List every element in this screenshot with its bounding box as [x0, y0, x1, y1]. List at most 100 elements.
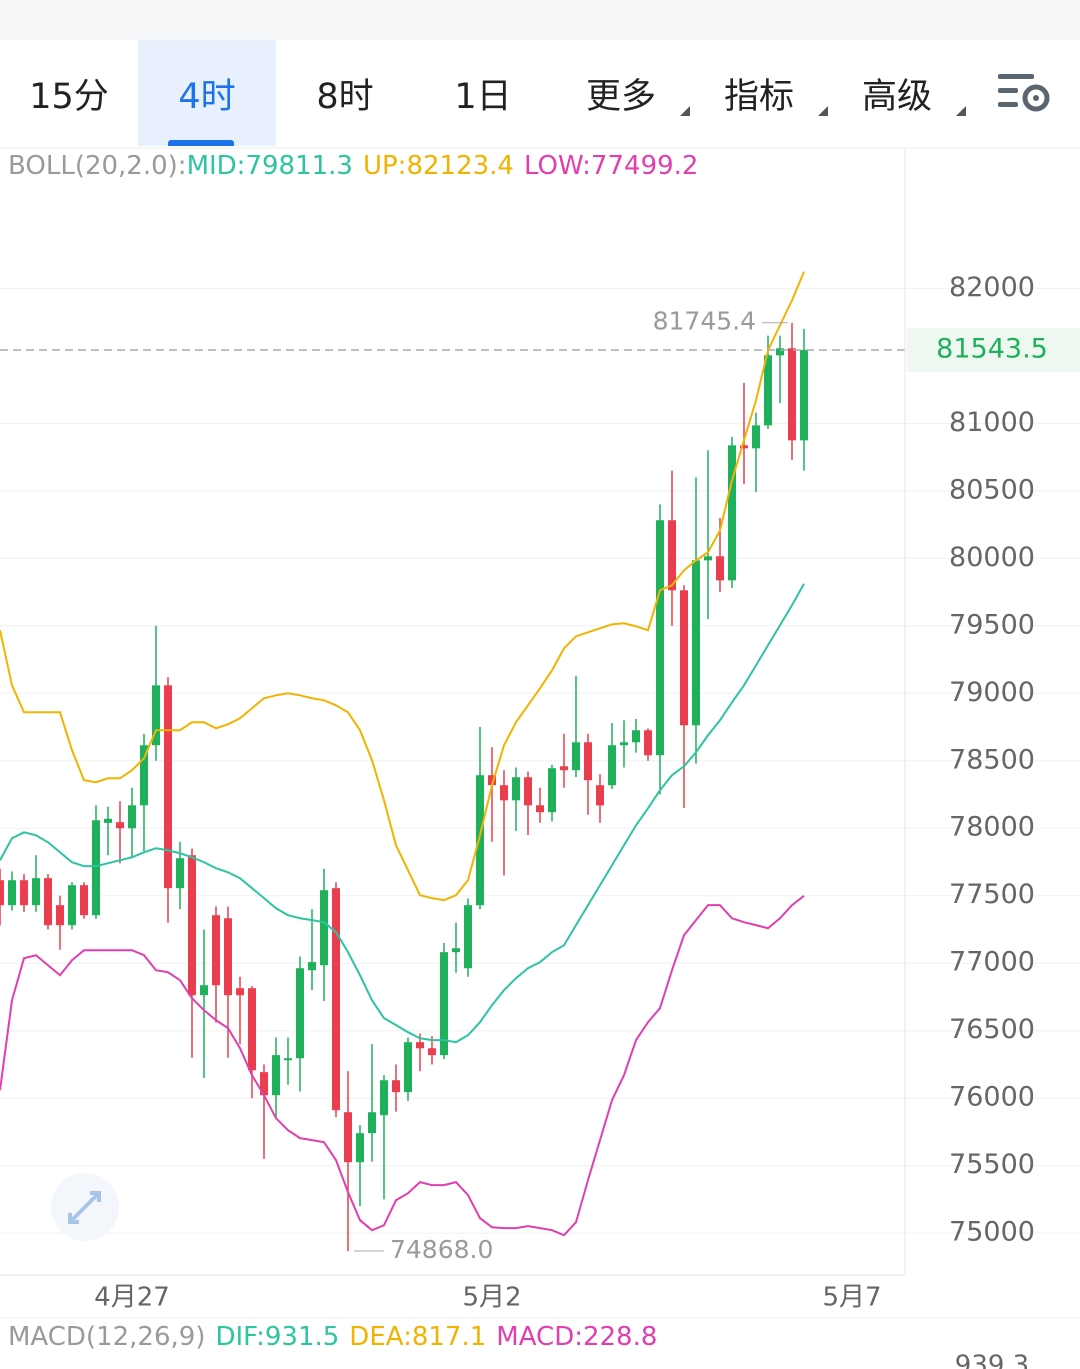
- tab-bar: 15分 4时 8时 1日 更多 指标 高级: [0, 40, 1080, 146]
- plot: 82000 81000 80500 80000 79500 79000 78500 78000…: [0, 271, 1080, 1313]
- candle-body: [8, 880, 16, 906]
- candle-body: [212, 915, 220, 986]
- candle-body: [500, 785, 508, 801]
- tab[interactable]: 指标: [690, 40, 828, 146]
- tab[interactable]: 1日: [414, 40, 552, 146]
- indicator-name: BOLL(20,2.0):: [8, 151, 187, 181]
- candle-body: [128, 805, 136, 829]
- dropdown-arrow[interactable]: [680, 106, 690, 116]
- boll-line: [0, 271, 805, 902]
- candle-body: [116, 822, 124, 829]
- y-tick-label: 80500: [949, 474, 1035, 505]
- candle-body: [224, 918, 232, 996]
- settings-glyph[interactable]: [998, 70, 1050, 114]
- candle-body: [344, 1112, 352, 1163]
- candle-body: [152, 685, 160, 746]
- candle-body: [428, 1048, 436, 1056]
- tab[interactable]: 4时: [138, 40, 276, 146]
- candle-body: [476, 775, 484, 906]
- macd-legend: MACD(12,26,9) DIF:931.5 DEA:817.1 MACD:228.…: [8, 1322, 657, 1352]
- legend-entry: UP:82123.4: [363, 151, 514, 181]
- candle-body: [584, 742, 592, 781]
- macd-tick-label: 939.3: [955, 1351, 1029, 1369]
- y-tick-label: 81000: [949, 407, 1035, 438]
- candle-body: [608, 745, 616, 786]
- y-tick-label: 77500: [949, 879, 1035, 910]
- tab[interactable]: 更多: [552, 40, 690, 146]
- candle-body: [416, 1042, 424, 1049]
- dropdown-arrow[interactable]: [956, 106, 966, 116]
- tab-label[interactable]: 更多: [585, 76, 656, 117]
- tab-label[interactable]: 15分: [29, 76, 109, 117]
- candle-body: [164, 685, 172, 889]
- candle-body: [512, 777, 520, 801]
- candle-body: [320, 890, 328, 966]
- tab[interactable]: 8时: [276, 40, 414, 146]
- candle-body: [632, 730, 640, 743]
- tab-label[interactable]: 8时: [316, 76, 374, 117]
- y-tick-label: 76000: [949, 1082, 1035, 1113]
- candle-body: [188, 855, 196, 996]
- candle-body: [356, 1133, 364, 1163]
- x-tick-label: 5月2: [462, 1283, 521, 1313]
- boll-line: [0, 583, 805, 1044]
- candle-body: [296, 968, 304, 1059]
- candle-body: [44, 878, 52, 926]
- tab[interactable]: 15分: [0, 40, 138, 146]
- candle-body: [332, 888, 340, 1111]
- candle-body: [308, 962, 316, 971]
- boll-line: [0, 895, 805, 1237]
- macd-item: DIF:931.5: [215, 1322, 339, 1352]
- extreme-label: 74868.0: [390, 1235, 493, 1264]
- candle-body: [548, 768, 556, 813]
- candle-body: [452, 948, 460, 953]
- y-tick-label: 79000: [949, 677, 1035, 708]
- candle-body: [404, 1042, 412, 1093]
- candle-body: [392, 1080, 400, 1093]
- candle-body: [140, 745, 148, 806]
- y-tick-label: 78500: [949, 744, 1035, 775]
- candle-body: [440, 952, 448, 1056]
- tab-label[interactable]: 4时: [178, 76, 236, 117]
- tab-label[interactable]: 指标: [723, 76, 794, 117]
- candle-body: [596, 785, 604, 806]
- settings-icon[interactable]: [998, 70, 1050, 118]
- x-tick-label: 4月27: [94, 1283, 170, 1313]
- candle-body: [692, 560, 700, 726]
- candle-body: [260, 1072, 268, 1096]
- extreme-label: 81745.4: [653, 307, 756, 336]
- price-label: 81543.5: [936, 333, 1048, 364]
- macd-item: DEA:817.1: [349, 1322, 486, 1352]
- y-tick-label: 79500: [949, 609, 1035, 640]
- y-tick-label: 75000: [949, 1217, 1035, 1248]
- dropdown-arrow[interactable]: [818, 106, 828, 116]
- legend-entry: MID:79811.3: [187, 151, 353, 181]
- candle-body: [524, 777, 532, 806]
- candle-body: [680, 590, 688, 726]
- candle-body: [92, 820, 100, 916]
- candle-body: [20, 880, 28, 906]
- candle-body: [0, 880, 4, 906]
- y-tick-label: 75500: [949, 1149, 1035, 1180]
- candle-body: [536, 805, 544, 813]
- legend: BOLL(20,2.0):MID:79811.3 UP:82123.4 LOW:77…: [8, 151, 698, 181]
- macd-title: MACD(12,26,9): [8, 1322, 205, 1352]
- tab-label[interactable]: 1日: [454, 76, 512, 117]
- candle-body: [32, 878, 40, 906]
- candle-body: [284, 1058, 292, 1061]
- candle-body: [752, 425, 760, 449]
- expand-button[interactable]: [51, 1173, 119, 1241]
- candle-body: [572, 742, 580, 771]
- y-tick-label: 76500: [949, 1014, 1035, 1045]
- candle-body: [716, 556, 724, 581]
- candle-body: [728, 445, 736, 581]
- tab-label[interactable]: 高级: [861, 76, 932, 117]
- y-tick-label: 80000: [949, 542, 1035, 573]
- tab[interactable]: 高级: [828, 40, 966, 146]
- candle-body: [248, 988, 256, 1071]
- y-tick-label: 78000: [949, 812, 1035, 843]
- expand-icon[interactable]: [68, 1191, 101, 1224]
- candle-body: [104, 818, 112, 823]
- status-strip: [0, 0, 1080, 40]
